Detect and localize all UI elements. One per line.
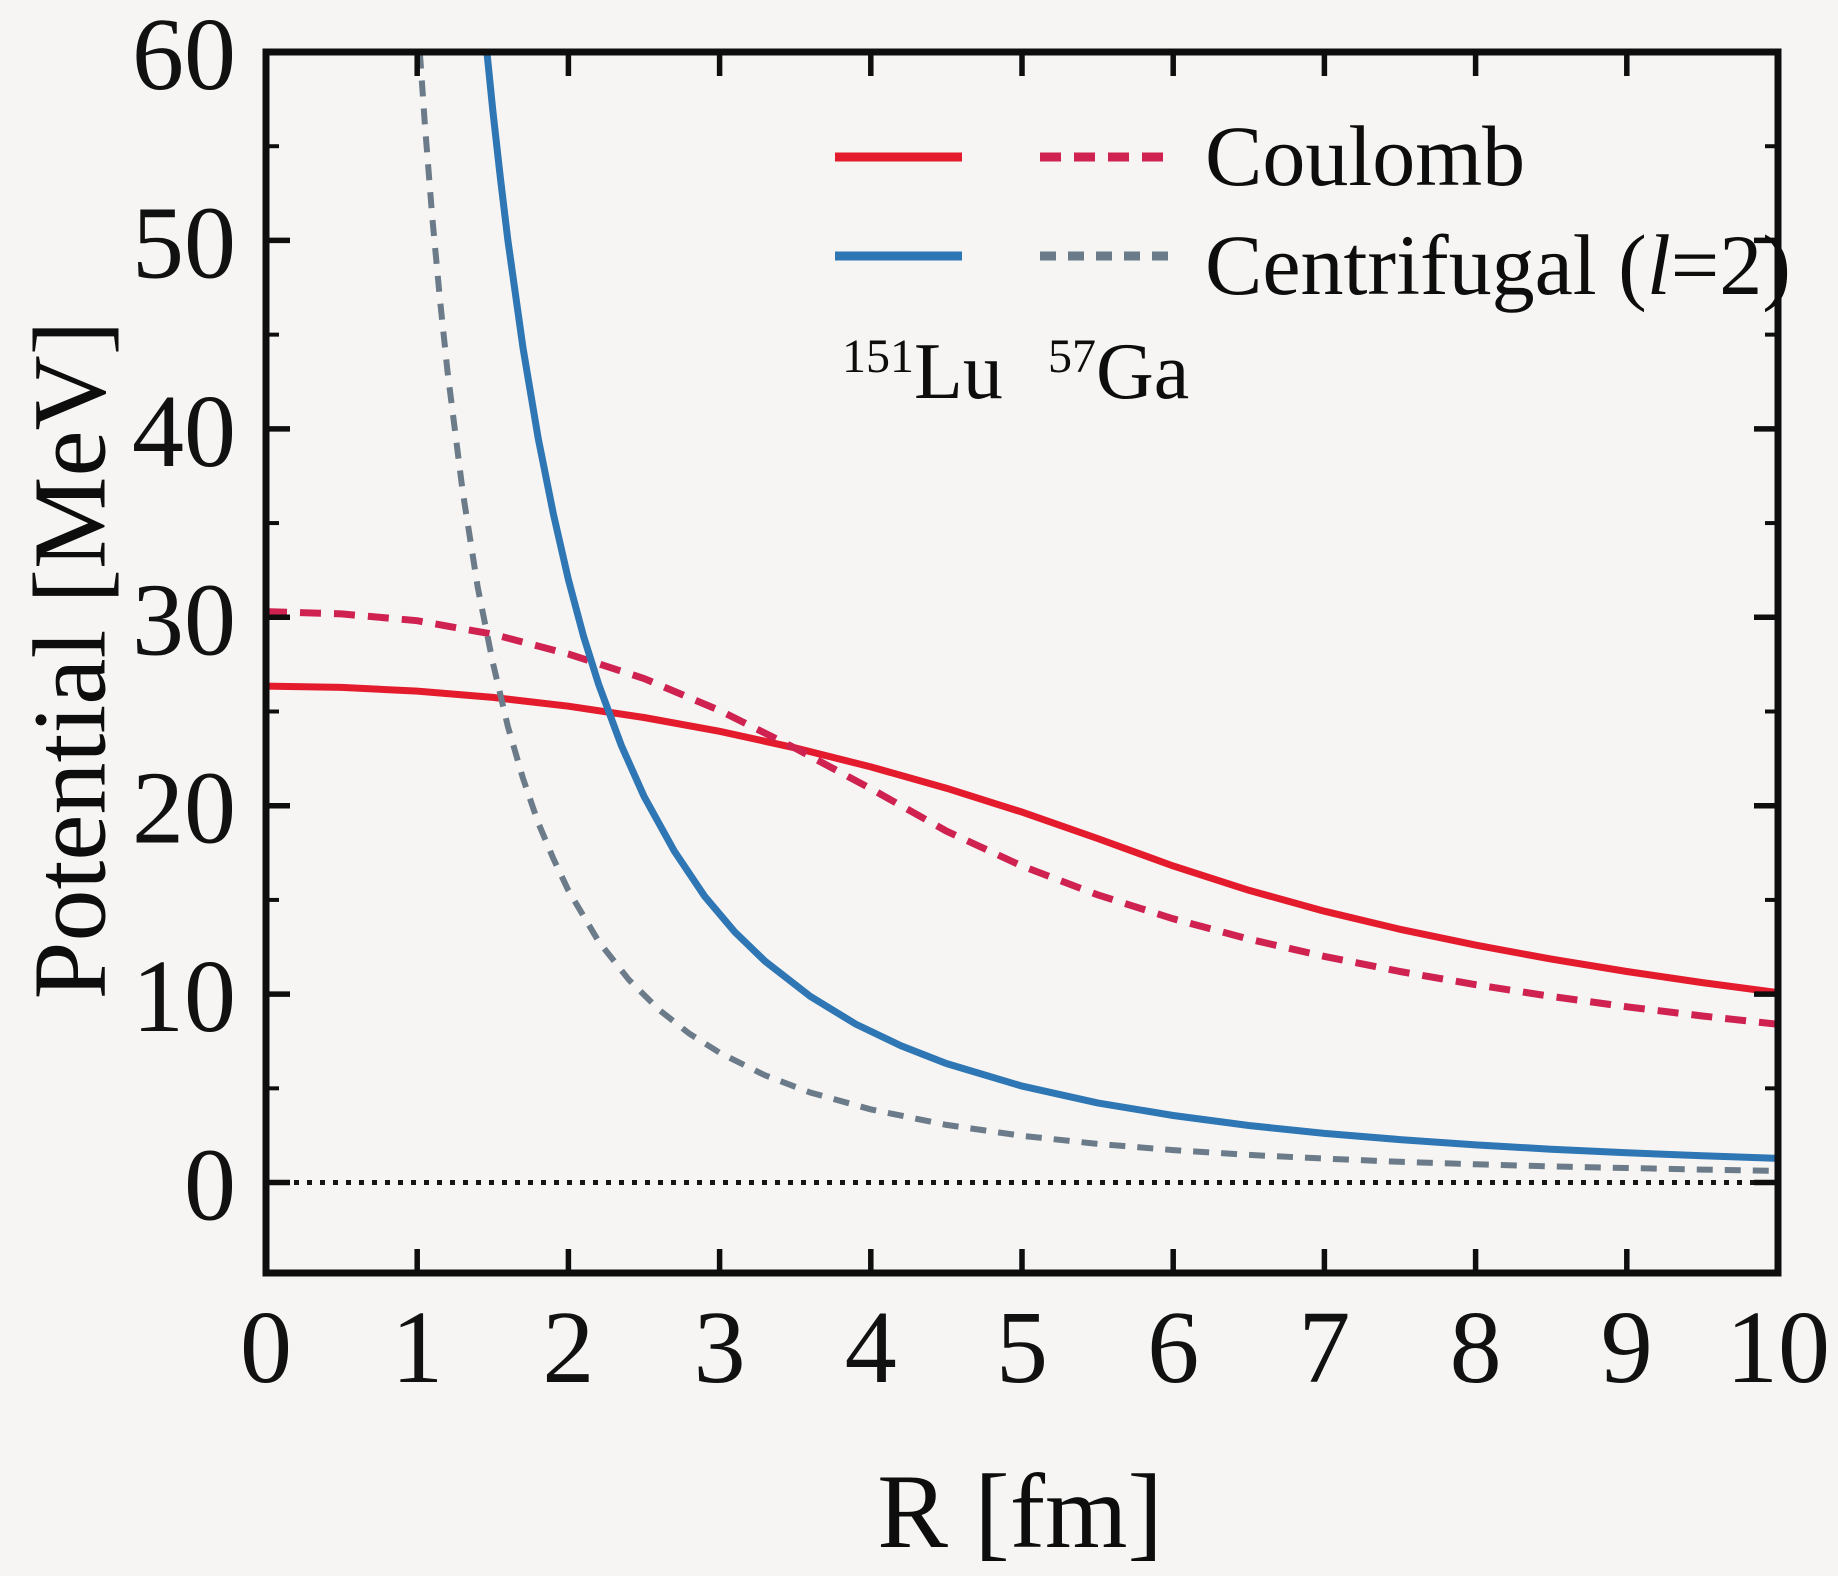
series-2-line: [483, 52, 1778, 1162]
isotope-lu-symbol: Lu: [914, 328, 1003, 416]
x-axis-title: R [fm]: [877, 1453, 1163, 1570]
data-series: [266, 52, 1778, 1174]
legend-centrifugal-suffix: =2): [1670, 217, 1791, 313]
isotope-ga-mass: 57: [1048, 330, 1096, 383]
isotope-lu-mass: 151: [842, 330, 914, 383]
x-tick-label: 10: [1726, 1290, 1830, 1405]
isotope-label-ga: 57Ga: [1048, 332, 1189, 412]
x-tick-label: 9: [1601, 1290, 1653, 1405]
y-axis-title: Potential [MeV]: [12, 320, 128, 1000]
x-tick-label: 1: [391, 1290, 443, 1405]
legend-centrifugal-text: Centrifugal (: [1205, 217, 1647, 313]
axis-ticks: [263, 49, 1781, 1273]
isotope-ga-symbol: Ga: [1096, 328, 1190, 416]
x-tick-label: 6: [1147, 1290, 1199, 1405]
x-tick-label: 5: [996, 1290, 1048, 1405]
legend-label-centrifugal: Centrifugal (l=2): [1205, 222, 1791, 308]
isotope-label-lu: 151Lu: [842, 332, 1003, 412]
x-tick-label: 3: [694, 1290, 746, 1405]
series-3-line: [416, 52, 1778, 1174]
y-tick-label: 20: [132, 751, 236, 866]
x-tick-label: 2: [542, 1290, 594, 1405]
legend-centrifugal-l-symbol: l: [1646, 217, 1671, 313]
y-tick-label: 30: [132, 562, 236, 677]
legend-label-coulomb: Coulomb: [1205, 108, 1526, 204]
series-1-line: [266, 608, 1778, 1028]
y-tick-label: 40: [132, 374, 236, 489]
x-tick-label: 7: [1298, 1290, 1350, 1405]
x-tick-label: 4: [845, 1290, 897, 1405]
y-tick-label: 60: [132, 0, 236, 112]
legend-swatches: [835, 152, 1173, 261]
y-tick-label: 50: [132, 185, 236, 300]
y-tick-label: 10: [132, 939, 236, 1054]
x-tick-label: 0: [240, 1290, 292, 1405]
series-0-line: [266, 682, 1778, 997]
y-tick-label: 0: [184, 1128, 236, 1243]
x-tick-label: 8: [1450, 1290, 1502, 1405]
